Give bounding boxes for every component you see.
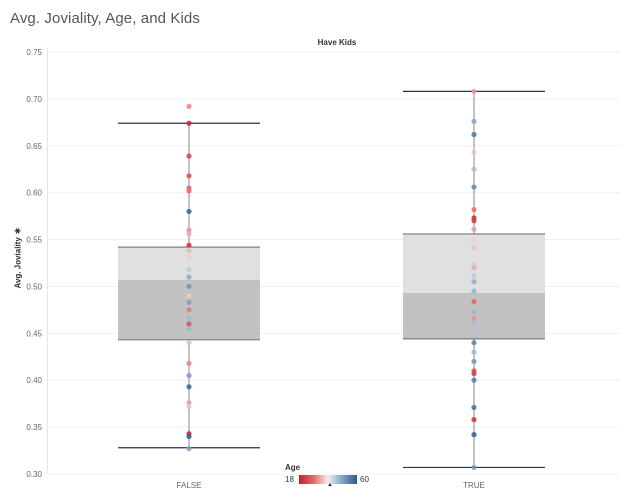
data-point — [471, 236, 477, 243]
y-tick-label: 0.60 — [26, 189, 42, 198]
data-point — [186, 103, 192, 109]
x-axis-ticks: FALSE TRUE — [177, 481, 485, 490]
legend-title: Age — [285, 463, 301, 472]
data-point — [471, 371, 477, 377]
data-points — [186, 88, 477, 471]
facet-header: Have Kids — [317, 38, 357, 47]
data-point — [186, 299, 192, 305]
data-point — [186, 173, 192, 179]
data-point — [186, 188, 192, 194]
data-point — [471, 166, 477, 172]
data-point — [471, 309, 477, 315]
y-axis-ticks: 0.30 0.35 0.40 0.45 0.50 0.55 0.60 0.65 0.70 0.75 — [26, 48, 42, 479]
data-point — [471, 184, 477, 190]
data-point — [186, 307, 192, 313]
data-point — [186, 400, 192, 406]
data-point — [186, 293, 192, 299]
data-point — [471, 432, 477, 438]
data-point — [471, 131, 477, 138]
y-tick-label: 0.75 — [26, 48, 42, 57]
y-tick-label: 0.50 — [26, 282, 42, 291]
data-point — [186, 274, 192, 280]
data-point — [186, 360, 192, 366]
data-point — [471, 417, 477, 423]
legend-marker — [328, 483, 332, 486]
data-point — [471, 245, 477, 251]
data-point — [186, 315, 192, 321]
data-point — [471, 226, 477, 232]
data-point — [471, 358, 477, 365]
data-point — [186, 208, 192, 215]
x-tick-label: TRUE — [463, 481, 485, 490]
y-tick-label: 0.30 — [26, 470, 42, 479]
data-point — [186, 242, 192, 248]
data-point — [471, 315, 477, 321]
data-point — [186, 227, 192, 233]
data-point — [471, 319, 477, 325]
y-tick-label: 0.65 — [26, 142, 42, 151]
box-plots — [118, 90, 545, 469]
data-point — [471, 149, 477, 155]
data-point — [186, 340, 192, 346]
data-point — [471, 218, 477, 224]
data-point — [471, 377, 477, 383]
data-point — [471, 88, 477, 94]
data-point — [471, 279, 477, 285]
data-point — [471, 273, 477, 279]
data-point — [471, 404, 477, 411]
data-point — [186, 372, 192, 379]
y-tick-label: 0.55 — [26, 236, 42, 245]
data-point — [471, 118, 477, 124]
data-point — [186, 254, 192, 260]
data-point — [471, 349, 477, 355]
legend-max: 60 — [360, 475, 369, 484]
data-point — [471, 340, 477, 346]
data-point — [186, 283, 192, 290]
data-point — [186, 433, 192, 440]
data-point — [186, 403, 192, 410]
y-tick-label: 0.40 — [26, 376, 42, 385]
data-point — [186, 321, 192, 327]
y-tick-label: 0.70 — [26, 95, 42, 104]
data-point — [471, 288, 477, 294]
data-point — [471, 206, 477, 213]
data-point — [186, 266, 192, 273]
data-point — [471, 464, 477, 471]
data-point — [186, 231, 192, 237]
chart-title: Avg. Joviality, Age, and Kids — [10, 10, 200, 27]
data-point — [186, 326, 192, 332]
data-point — [186, 384, 192, 390]
y-tick-label: 0.45 — [26, 329, 42, 338]
data-point — [471, 331, 477, 337]
legend-gradient — [299, 475, 357, 484]
y-tick-label: 0.35 — [26, 423, 42, 432]
data-point — [186, 446, 192, 452]
data-point — [471, 298, 477, 305]
data-point — [471, 265, 477, 271]
data-point — [186, 248, 192, 254]
data-point — [186, 120, 192, 126]
color-legend: Age 18 60 — [285, 463, 375, 493]
legend-min: 18 — [285, 475, 294, 484]
x-tick-label: FALSE — [177, 481, 202, 490]
data-point — [186, 153, 192, 159]
